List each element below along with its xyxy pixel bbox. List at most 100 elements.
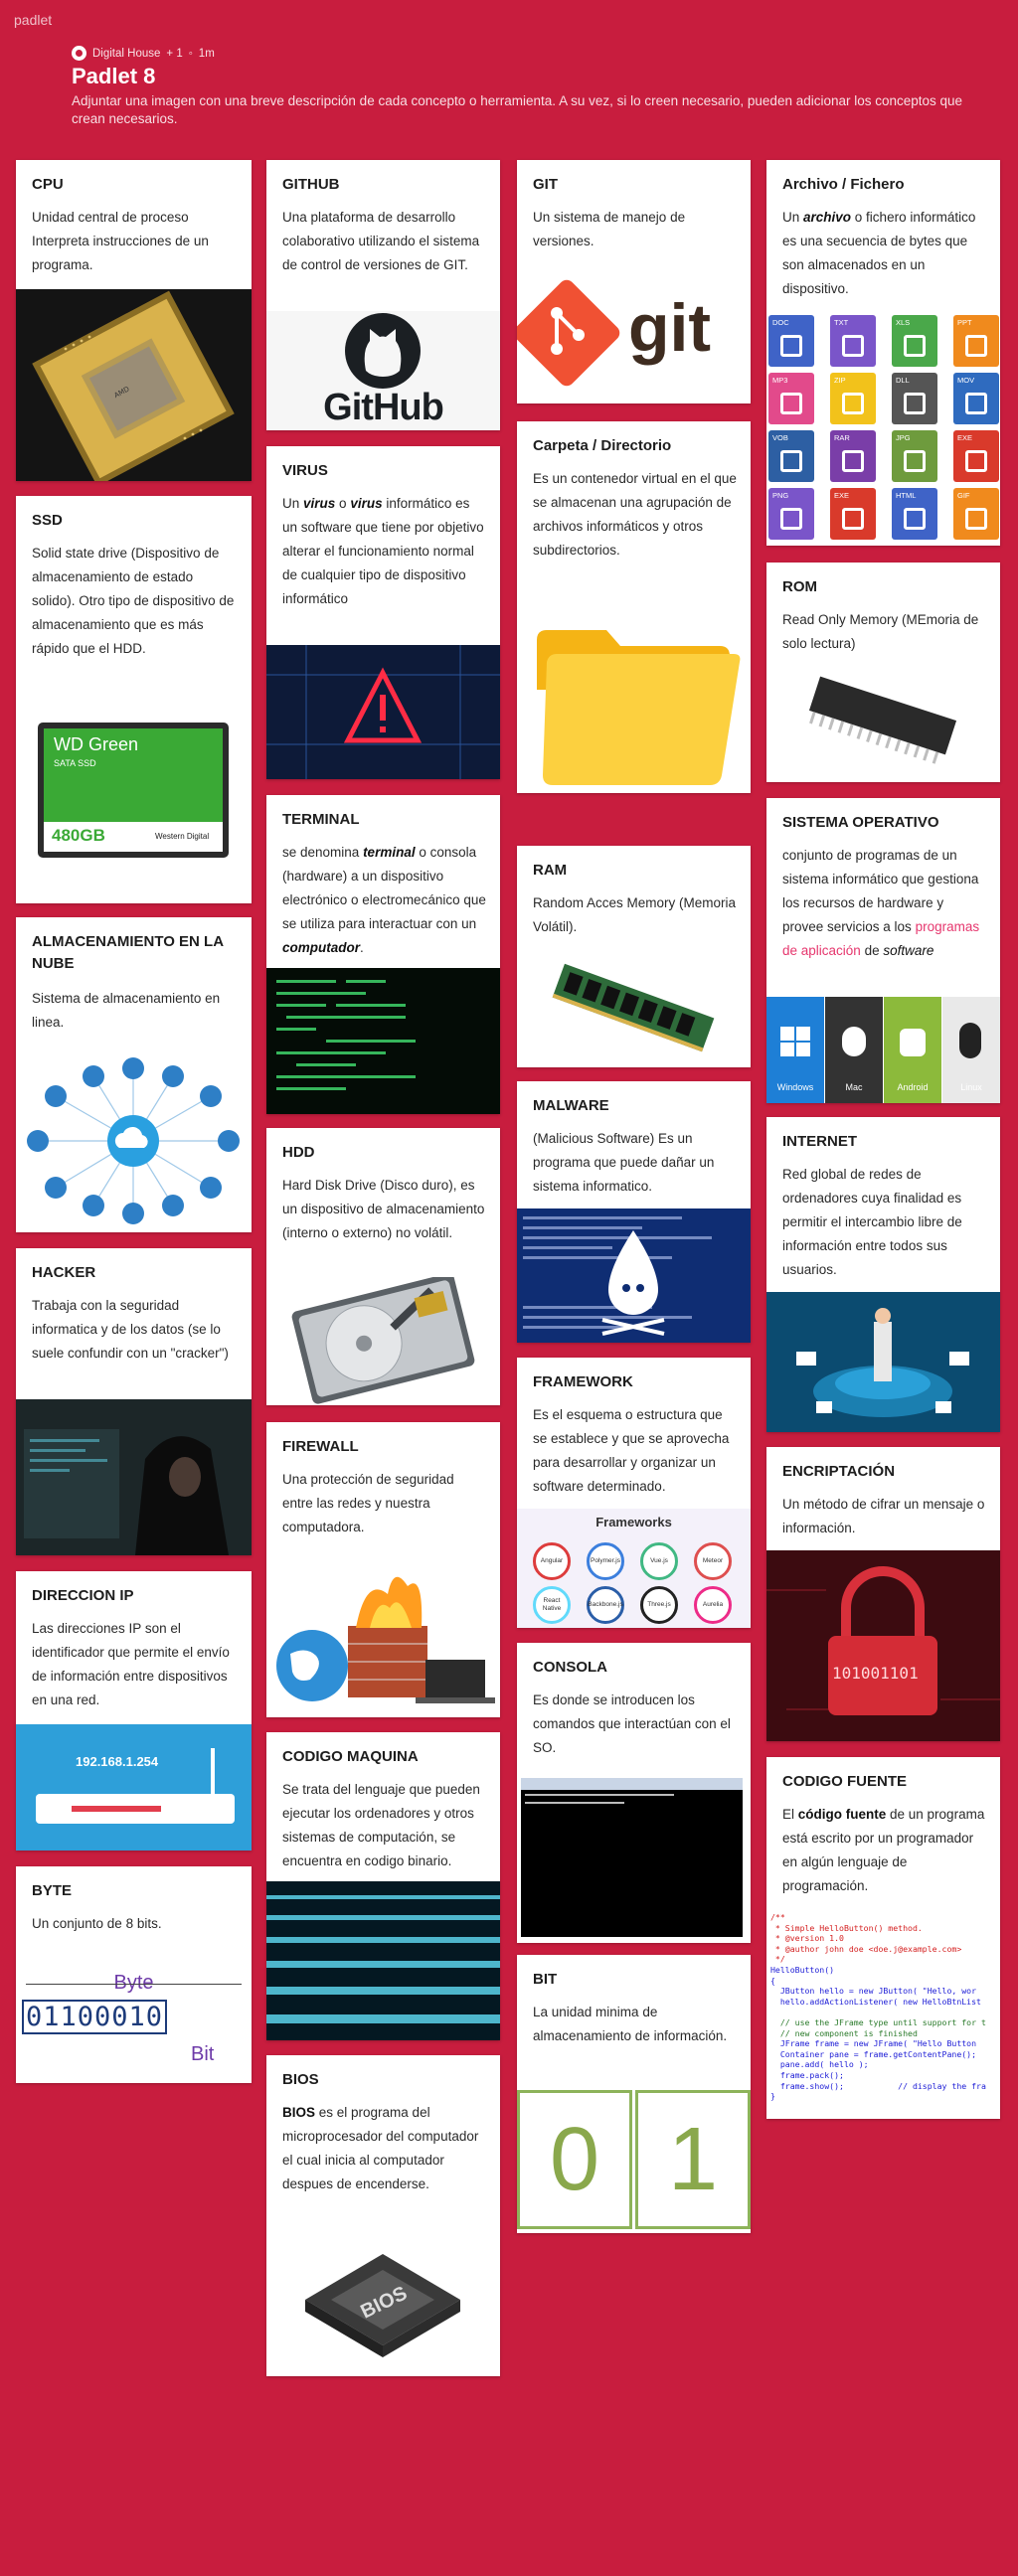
- file-type-label: EXE: [834, 491, 850, 500]
- post-github[interactable]: GITHUB Una plataforma de desarrollo cola…: [266, 160, 500, 430]
- author-avatar[interactable]: [72, 46, 86, 61]
- post-carpeta[interactable]: Carpeta / Directorio Es un contenedor vi…: [517, 421, 751, 793]
- code-line: {: [770, 1975, 775, 1986]
- post-body: Un sistema de manejo de versiones.: [533, 210, 686, 248]
- source-code-image[interactable]: /** * Simple HelloButton() method. * @ve…: [766, 1912, 1000, 2119]
- post-consola[interactable]: CONSOLA Es donde se introducen los coman…: [517, 1643, 751, 1943]
- post-virus[interactable]: VIRUS Un virus o virus informático es un…: [266, 446, 500, 779]
- post-codigo-fuente[interactable]: CODIGO FUENTE El código fuente de un pro…: [766, 1757, 1000, 2119]
- text: conjunto de programas de un sistema info…: [782, 848, 979, 934]
- router-image[interactable]: 192.168.1.254: [16, 1724, 252, 1851]
- post-ssd[interactable]: SSD Solid state drive (Dispositivo de al…: [16, 496, 252, 903]
- file-types-image[interactable]: DOC TXT XLS PPT MP3 ZIP DLL MOV VOB RAR JPG EXE PNG E…: [766, 309, 1000, 546]
- post-rom[interactable]: ROM Read Only Memory (MEmoria de solo le…: [766, 563, 1000, 782]
- firewall-image[interactable]: [266, 1556, 500, 1717]
- os-logos-image[interactable]: Windows Mac Android Linux: [766, 997, 1000, 1103]
- encryption-lock-image[interactable]: 101001101: [766, 1550, 1000, 1741]
- framework-badge: Three.js: [640, 1586, 678, 1624]
- code-line: JButton hello = new JButton( "Hello, wor: [770, 1986, 977, 1997]
- ssd-image[interactable]: WD Green SATA SSD 480GB Western Digital: [16, 703, 252, 891]
- folder-image[interactable]: [517, 600, 751, 793]
- lock-binary-label: 101001101: [832, 1664, 919, 1683]
- like-count[interactable]: + 1: [166, 47, 183, 60]
- programas-link[interactable]: programas de aplicación: [782, 919, 980, 958]
- hdd-image[interactable]: [266, 1277, 500, 1405]
- os-label: Mac: [845, 1082, 863, 1092]
- cloud-network-image[interactable]: [16, 1056, 252, 1232]
- framework-badge: React Native: [533, 1586, 571, 1624]
- github-wordmark: GitHub: [323, 387, 444, 428]
- cpu-chip-image[interactable]: AMD: [16, 289, 252, 481]
- file-glyph: [842, 508, 864, 530]
- code-line: * @author john doe <doe.j@example.com>: [770, 1943, 962, 1954]
- file-type-icon: GIF: [953, 488, 999, 540]
- file-type-label: PPT: [957, 318, 972, 327]
- virus-warning-image[interactable]: [266, 645, 500, 779]
- file-type-icon: JPG: [892, 430, 937, 482]
- post-ram[interactable]: RAM Random Acces Memory (Memoria Volátil…: [517, 846, 751, 1067]
- post-hdd[interactable]: HDD Hard Disk Drive (Disco duro), es un …: [266, 1128, 500, 1405]
- os-label: Android: [897, 1082, 929, 1092]
- github-logo-image[interactable]: GitHub: [266, 311, 500, 430]
- post-body: Un virus o virus informático es un softw…: [282, 492, 486, 611]
- code-line: frame.pack();: [770, 2069, 844, 2080]
- post-body: BIOS es el programa del microprocesador …: [282, 2101, 486, 2196]
- post-title: HACKER: [32, 1264, 96, 1281]
- post-nube[interactable]: ALMACENAMIENTO EN LA NUBE Sistema de alm…: [16, 917, 252, 1232]
- code-line: hello.addActionListener( new HelloBtnLis…: [770, 1996, 981, 2007]
- code-line: JFrame frame = new JFrame( "Hello Button: [770, 2038, 977, 2049]
- post-title: MALWARE: [533, 1097, 609, 1114]
- post-malware[interactable]: MALWARE (Malicious Software) Es un progr…: [517, 1081, 751, 1343]
- post-git[interactable]: GIT Un sistema de manejo de versiones. g…: [517, 160, 751, 403]
- emphasis: archivo: [803, 210, 852, 225]
- post-framework[interactable]: FRAMEWORK Es el esquema o estructura que…: [517, 1358, 751, 1628]
- post-body: Las direcciones IP son el identificador …: [32, 1621, 230, 1707]
- post-bit[interactable]: BIT La unidad minima de almacenamiento d…: [517, 1955, 751, 2233]
- post-body: se denomina terminal o consola (hardware…: [282, 841, 486, 960]
- framework-badge: Polymer.js: [587, 1542, 624, 1580]
- text: o fichero informático es una secuencia d…: [782, 210, 976, 296]
- byte-diagram-image[interactable]: Byte 01100010 Bit: [16, 1966, 252, 2083]
- author-name[interactable]: Digital House: [92, 47, 161, 60]
- padlet-logo[interactable]: padlet: [14, 12, 53, 28]
- post-body: Un método de cifrar un mensaje o informa…: [782, 1497, 985, 1535]
- post-ip[interactable]: DIRECCION IP Las direcciones IP son el i…: [16, 1571, 252, 1851]
- frameworks-image[interactable]: Frameworks Angular Polymer.js Vue.js Meteor…: [517, 1509, 751, 1628]
- file-type-icon: PPT: [953, 315, 999, 367]
- post-terminal[interactable]: TERMINAL se denomina terminal o consola …: [266, 795, 500, 1114]
- file-glyph: [904, 508, 926, 530]
- binary-code-image[interactable]: [266, 1881, 500, 2040]
- bits-image[interactable]: 0 1: [517, 2084, 751, 2233]
- text: .: [360, 940, 364, 955]
- file-icons-grid: DOC TXT XLS PPT MP3 ZIP DLL MOV VOB RAR JPG EXE PNG E…: [766, 315, 1000, 540]
- post-byte[interactable]: BYTE Un conjunto de 8 bits. Byte 0110001…: [16, 1866, 252, 2083]
- post-title: RAM: [533, 862, 568, 879]
- post-archivo[interactable]: Archivo / Fichero Un archivo o fichero i…: [766, 160, 1000, 546]
- console-window-image[interactable]: [517, 1774, 751, 1943]
- post-sistema-operativo[interactable]: SISTEMA OPERATIVO conjunto de programas …: [766, 798, 1000, 1103]
- framework-badge: Angular: [533, 1542, 571, 1580]
- emphasis: virus: [303, 496, 336, 511]
- post-internet[interactable]: INTERNET Red global de redes de ordenado…: [766, 1117, 1000, 1432]
- internet-image[interactable]: [766, 1292, 1000, 1432]
- malware-image[interactable]: [517, 1208, 751, 1343]
- terminal-screen-image[interactable]: [266, 968, 500, 1114]
- git-logo-image[interactable]: git: [517, 271, 751, 403]
- file-glyph: [842, 393, 864, 414]
- post-body: Solid state drive (Dispositivo de almace…: [32, 546, 235, 656]
- ram-module-image[interactable]: [517, 950, 751, 1067]
- hacker-image[interactable]: [16, 1399, 252, 1555]
- post-hacker[interactable]: HACKER Trabaja con la seguridad informat…: [16, 1248, 252, 1555]
- post-bios[interactable]: BIOS BIOS es el programa del microproces…: [266, 2055, 500, 2376]
- post-title: HDD: [282, 1144, 315, 1161]
- board-title: Padlet 8: [72, 64, 156, 88]
- rom-chip-image[interactable]: [766, 666, 1000, 782]
- post-encriptacion[interactable]: ENCRIPTACIÓN Un método de cifrar un mens…: [766, 1447, 1000, 1741]
- ssd-sub-label: SATA SSD: [54, 758, 96, 768]
- post-cpu[interactable]: CPU Unidad central de proceso Interpreta…: [16, 160, 252, 481]
- byte-digits: 01100010: [22, 2000, 168, 2034]
- post-codigo-maquina[interactable]: CODIGO MAQUINA Se trata del lenguaje que…: [266, 1732, 500, 2040]
- bios-chip-image[interactable]: BIOS: [266, 2234, 500, 2376]
- post-firewall[interactable]: FIREWALL Una protección de seguridad ent…: [266, 1422, 500, 1717]
